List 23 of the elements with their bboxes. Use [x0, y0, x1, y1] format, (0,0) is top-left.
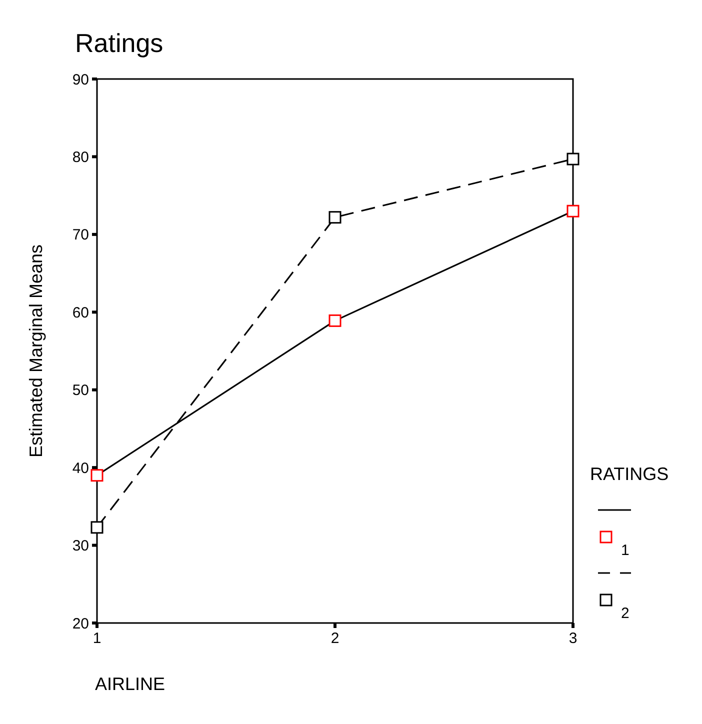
y-tick-label: 60: [72, 304, 89, 322]
chart-title: Ratings: [75, 28, 164, 58]
y-tick-label: 40: [72, 460, 89, 477]
y-tick-label: 30: [72, 538, 89, 555]
y-axis-title: Estimated Marginal Means: [26, 244, 46, 458]
point: [566, 152, 580, 166]
x-tick-label: 3: [568, 630, 578, 647]
y-tick-label: 50: [72, 382, 89, 400]
legend-label: 2: [621, 605, 630, 622]
x-tick-label: 1: [92, 630, 102, 647]
point: [566, 204, 580, 218]
legend-label: 1: [621, 542, 630, 559]
point: [328, 211, 342, 224]
point: [90, 521, 104, 534]
legend-title: RATINGS: [590, 464, 669, 484]
y-tick-label: 70: [72, 226, 89, 244]
point: [90, 469, 104, 482]
x-tick-label: 2: [330, 630, 340, 647]
y-tick-label: 90: [72, 71, 89, 88]
x-axis-title: AIRLINE: [95, 674, 166, 694]
y-tick-label: 20: [72, 615, 89, 632]
point: [328, 314, 342, 327]
y-tick-label: 80: [72, 148, 89, 166]
